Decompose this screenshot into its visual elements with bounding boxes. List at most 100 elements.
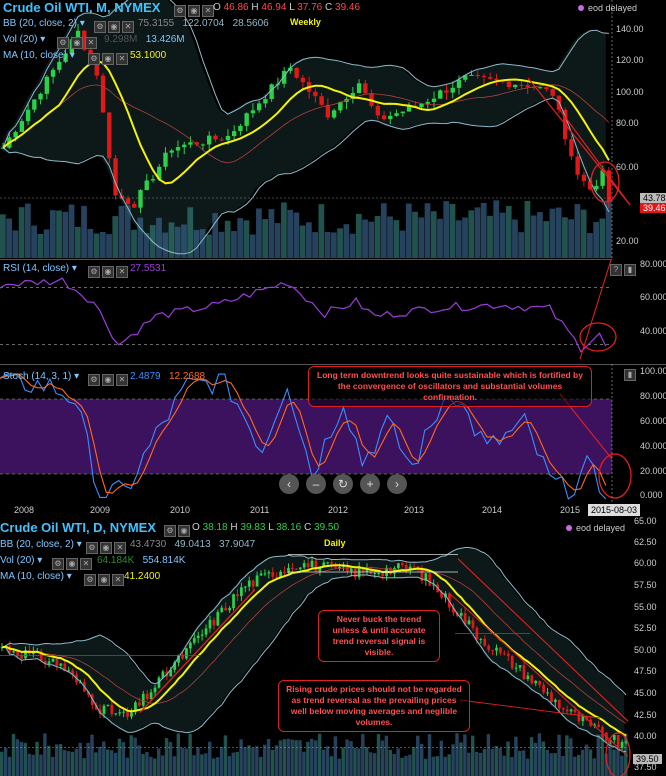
collapse-icon[interactable]: ▮ <box>624 263 636 276</box>
settings-icon[interactable]: ⚙ <box>57 36 69 49</box>
ma-indicator-label[interactable]: MA (10, close) ▾ <box>3 50 75 61</box>
settings-icon[interactable]: ⚙ <box>88 265 100 278</box>
eye-icon[interactable]: ◉ <box>108 20 120 33</box>
scroll-right-button[interactable]: › <box>387 474 407 494</box>
eye-icon[interactable]: ◉ <box>71 36 83 49</box>
vol-icons[interactable]: ⚙ ◉ ✕ <box>55 34 97 52</box>
candle-body <box>300 77 306 83</box>
close-icon[interactable]: ✕ <box>80 557 92 570</box>
settings-icon[interactable]: ⚙ <box>164 524 176 537</box>
vol-indicator-label[interactable]: Vol (20) ▾ <box>0 555 43 566</box>
candle-body <box>522 665 526 680</box>
volume-bar <box>443 756 447 776</box>
rsi-indicator-label[interactable]: RSI (14, close) ▾ <box>3 263 77 274</box>
eye-icon[interactable]: ◉ <box>102 52 114 65</box>
candle-body <box>19 121 25 132</box>
y-tick: 100.000 <box>640 366 666 376</box>
volume-bar <box>514 736 518 776</box>
volume-bar <box>412 211 418 258</box>
eye-icon[interactable]: ◉ <box>102 265 114 278</box>
zoom-out-button[interactable]: – <box>306 474 326 494</box>
candle-body <box>506 653 510 656</box>
eye-icon[interactable]: ◉ <box>178 524 190 537</box>
candle-body <box>606 170 612 202</box>
ma-indicator-label[interactable]: MA (10, close) ▾ <box>0 571 72 582</box>
close-icon[interactable]: ✕ <box>202 4 214 17</box>
eye-icon[interactable]: ◉ <box>100 541 112 554</box>
ma-icons[interactable]: ⚙ ◉ ✕ <box>86 50 128 68</box>
settings-icon[interactable]: ⚙ <box>84 573 96 586</box>
settings-icon[interactable]: ⚙ <box>94 20 106 33</box>
close-icon[interactable]: ✕ <box>112 573 124 586</box>
candle-body <box>313 91 318 97</box>
stoch-panel-icons[interactable]: ▮ <box>622 366 636 384</box>
stoch-indicator-label[interactable]: Stoch (14, 3, 1) ▾ <box>3 371 80 382</box>
question-icon[interactable]: ? <box>610 263 622 276</box>
rsi-panel-icons[interactable]: ? ▮ <box>608 261 636 279</box>
monthly-title-icons[interactable]: ⚙ ◉ ✕ <box>172 2 214 20</box>
bollinger-upper-line <box>2 0 609 148</box>
candle-body <box>47 661 51 664</box>
stoch-d-line <box>0 373 607 494</box>
candle-body <box>349 568 353 572</box>
volume-bar <box>349 741 353 776</box>
candle-body <box>424 573 428 581</box>
volume-bar <box>569 738 573 776</box>
volume-bar <box>7 756 12 776</box>
daily-chart-title: Crude Oil WTI, D, NYMEX <box>0 520 157 535</box>
collapse-icon[interactable]: ▮ <box>624 368 636 381</box>
rsi-icons[interactable]: ⚙ ◉ ✕ <box>86 263 128 281</box>
eye-icon[interactable]: ◉ <box>102 373 114 386</box>
bb-values: 43.4730 49.0413 37.9047 <box>130 539 255 550</box>
moving-average-line <box>1 564 627 737</box>
eye-icon[interactable]: ◉ <box>98 573 110 586</box>
zoom-in-button[interactable]: + <box>360 474 380 494</box>
eye-icon[interactable]: ◉ <box>188 4 200 17</box>
close-icon[interactable]: ✕ <box>85 36 97 49</box>
candle-body <box>192 638 196 643</box>
volume-bar <box>467 752 471 776</box>
candle-body <box>175 147 181 151</box>
candle-body <box>13 131 18 138</box>
volume-bar <box>329 756 334 776</box>
candle-body <box>388 115 393 120</box>
volume-bar <box>318 204 325 258</box>
volume-bar <box>427 734 432 776</box>
bb-indicator-label[interactable]: BB (20, close, 2) ▾ <box>0 539 82 550</box>
settings-icon[interactable]: ⚙ <box>88 373 100 386</box>
eye-icon[interactable]: ◉ <box>66 557 78 570</box>
volume-bar <box>593 221 600 258</box>
scroll-left-button[interactable]: ‹ <box>279 474 299 494</box>
close-icon[interactable]: ✕ <box>116 373 128 386</box>
candle-body <box>149 692 153 699</box>
settings-icon[interactable]: ⚙ <box>88 52 100 65</box>
settings-icon[interactable]: ⚙ <box>174 4 186 17</box>
reset-zoom-button[interactable]: ↻ <box>333 474 353 494</box>
ma-icons[interactable]: ⚙ ◉ ✕ <box>82 571 124 589</box>
close-icon[interactable]: ✕ <box>114 541 126 554</box>
candle-body <box>479 638 483 640</box>
vol-indicator-label[interactable]: Vol (20) ▾ <box>3 34 46 45</box>
stoch-icons[interactable]: ⚙ ◉ ✕ <box>86 371 128 389</box>
candle-body <box>144 180 149 191</box>
daily-eod-status: eod delayed <box>566 523 625 533</box>
daily-title-icons[interactable]: ⚙ ◉ <box>162 522 190 540</box>
candle-body <box>510 655 514 669</box>
volume-bar <box>204 753 208 776</box>
settings-icon[interactable]: ⚙ <box>86 541 98 554</box>
volume-bar <box>62 211 69 258</box>
candle-body <box>67 670 71 672</box>
close-icon[interactable]: ✕ <box>122 20 134 33</box>
bb-indicator-label[interactable]: BB (20, close, 2) ▾ <box>3 18 85 29</box>
vol-icons[interactable]: ⚙ ◉ ✕ <box>50 555 92 573</box>
candle-body <box>182 144 187 148</box>
settings-icon[interactable]: ⚙ <box>52 557 64 570</box>
close-icon[interactable]: ✕ <box>116 265 128 278</box>
bb-icons[interactable]: ⚙ ◉ ✕ <box>84 539 126 557</box>
close-icon[interactable]: ✕ <box>116 52 128 65</box>
candle-body <box>57 61 62 70</box>
y-tick: 60.00 <box>616 162 639 172</box>
bb-icons[interactable]: ⚙ ◉ ✕ <box>92 18 134 36</box>
daily-annotation-1: Never buck the trend unless & until accu… <box>318 610 440 662</box>
period-label: Daily <box>324 538 346 548</box>
